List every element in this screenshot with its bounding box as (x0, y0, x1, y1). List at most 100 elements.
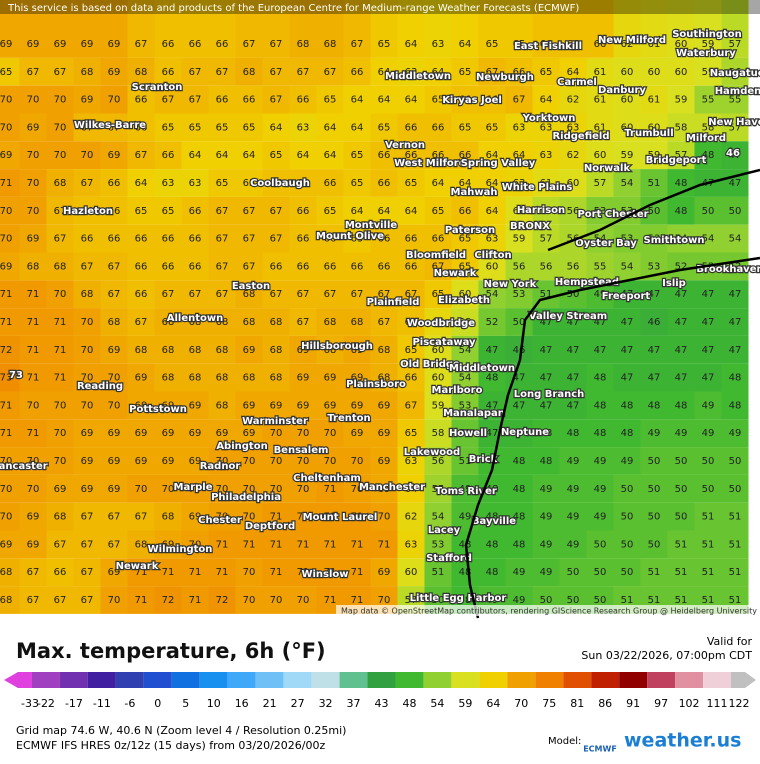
temp-value: 67 (162, 289, 175, 300)
temp-cell (100, 169, 128, 197)
temp-value: 67 (270, 234, 283, 245)
temp-value: 47 (486, 400, 499, 411)
temp-cell (100, 224, 128, 253)
colorbar-swatch (563, 672, 592, 688)
colorbar-label: 0 (154, 697, 161, 710)
temp-value: 70 (243, 456, 256, 467)
temp-cell (505, 502, 533, 531)
temp-cell (316, 196, 344, 225)
temp-cell (316, 224, 344, 253)
colorbar-label: 10 (207, 697, 221, 710)
colorbar-swatch (479, 672, 508, 688)
temp-value: 67 (135, 317, 148, 328)
temp-value: 64 (351, 95, 364, 106)
temp-cell (559, 474, 587, 503)
temp-cell (613, 113, 641, 142)
temp-value: 47 (729, 317, 742, 328)
temp-cell (505, 558, 533, 587)
temp-cell (262, 57, 290, 86)
temp-cell (613, 308, 641, 336)
temp-cell (559, 447, 587, 475)
temp-cell (289, 0, 317, 58)
attribution-bg (336, 605, 760, 616)
temp-value: 65 (459, 234, 472, 245)
temp-value: 68 (108, 317, 121, 328)
colorbar-label: -33 (21, 697, 39, 710)
temp-value: 59 (648, 150, 661, 161)
temp-cell (667, 85, 695, 114)
colorbar-swatch (87, 672, 116, 688)
temp-cell (181, 530, 209, 559)
temp-cell (667, 280, 695, 309)
temp-value: 65 (0, 67, 12, 78)
temp-value: 68 (54, 178, 67, 189)
temp-cell (127, 474, 155, 503)
temp-cell (235, 530, 263, 559)
temp-cell (73, 280, 101, 309)
temp-cell (181, 57, 209, 86)
temp-value: 69 (297, 373, 310, 384)
temp-value: 53 (621, 234, 634, 245)
temp-cell (289, 502, 317, 531)
temp-value: 67 (486, 67, 499, 78)
temp-value: 47 (621, 373, 634, 384)
temp-cell (667, 502, 695, 531)
temp-value: 71 (54, 317, 67, 328)
temp-value: 69 (108, 428, 121, 439)
temp-cell (370, 57, 398, 86)
temp-cell (19, 252, 47, 281)
temp-value: 71 (0, 289, 12, 300)
temp-cell (235, 391, 263, 420)
temp-value: 49 (567, 484, 580, 495)
temp-value: 68 (324, 39, 337, 50)
temp-cell (46, 474, 74, 503)
temp-value: 49 (567, 456, 580, 467)
temp-value: 48 (675, 178, 688, 189)
temp-cell (397, 196, 425, 225)
temp-cell (478, 169, 506, 197)
temp-cell (19, 0, 47, 58)
temp-cell (100, 558, 128, 587)
temp-cell (235, 447, 263, 475)
temp-value: 69 (81, 456, 94, 467)
temp-value: 66 (270, 261, 283, 272)
temp-cell (640, 530, 668, 559)
temp-value: 46 (648, 317, 661, 328)
temp-cell (640, 113, 668, 142)
temp-cell (0, 335, 20, 364)
colorbar-swatch (255, 672, 284, 688)
temp-value: 68 (0, 567, 12, 578)
temp-value: 70 (81, 345, 94, 356)
temp-cell (451, 196, 479, 225)
temp-cell (289, 252, 317, 281)
temp-value: 68 (216, 400, 229, 411)
temp-cell (181, 141, 209, 170)
temp-cell (397, 252, 425, 281)
place-label: Manchester (359, 482, 425, 493)
temp-value: 63 (567, 122, 580, 133)
temp-value: 67 (108, 512, 121, 523)
temp-value: 58 (675, 122, 688, 133)
temp-cell (19, 85, 47, 114)
temp-cell (316, 0, 344, 58)
temp-cell (154, 224, 182, 253)
temp-value: 69 (297, 345, 310, 356)
place-label: Woodbridge (407, 318, 475, 329)
place-label: Vernon (385, 140, 425, 151)
temp-value: 70 (0, 95, 12, 106)
temp-cell (73, 57, 101, 86)
temp-cell (100, 141, 128, 170)
temp-value: 66 (378, 150, 391, 161)
temp-value: 67 (27, 67, 40, 78)
temp-cell (154, 502, 182, 531)
temp-value: 64 (378, 67, 391, 78)
temp-value: 69 (351, 400, 364, 411)
temp-value: 47 (729, 178, 742, 189)
temp-cell (343, 447, 371, 475)
colorbar-label: 21 (263, 697, 277, 710)
temp-cell (451, 363, 479, 392)
temp-cell (694, 280, 722, 309)
place-label: Naugatuck (710, 68, 760, 79)
temp-value: 47 (513, 373, 526, 384)
temp-cell (532, 391, 560, 420)
